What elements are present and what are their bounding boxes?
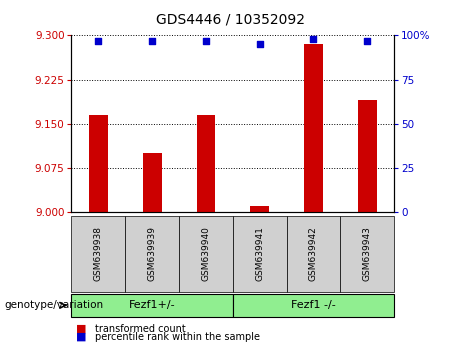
Bar [358,100,377,212]
Bar [250,206,269,212]
Bar [196,115,215,212]
Text: ■: ■ [76,332,87,342]
Point [202,38,210,44]
Text: GSM639941: GSM639941 [255,227,264,281]
Text: GDS4446 / 10352092: GDS4446 / 10352092 [156,12,305,27]
Bar [304,44,323,212]
Text: percentile rank within the sample: percentile rank within the sample [95,332,260,342]
Text: Fezf1+/-: Fezf1+/- [129,300,176,310]
Text: GSM639943: GSM639943 [363,227,372,281]
Text: genotype/variation: genotype/variation [5,300,104,310]
Text: GSM639942: GSM639942 [309,227,318,281]
Point [256,41,263,47]
Text: Fezf1 -/-: Fezf1 -/- [291,300,336,310]
Point [310,36,317,42]
Point [95,38,102,44]
Text: transformed count: transformed count [95,324,185,333]
Point [148,38,156,44]
Text: GSM639939: GSM639939 [148,227,157,281]
Bar [89,115,108,212]
Bar [143,153,161,212]
Point [364,38,371,44]
Text: GSM639938: GSM639938 [94,227,103,281]
Text: GSM639940: GSM639940 [201,227,210,281]
Text: ■: ■ [76,324,87,333]
